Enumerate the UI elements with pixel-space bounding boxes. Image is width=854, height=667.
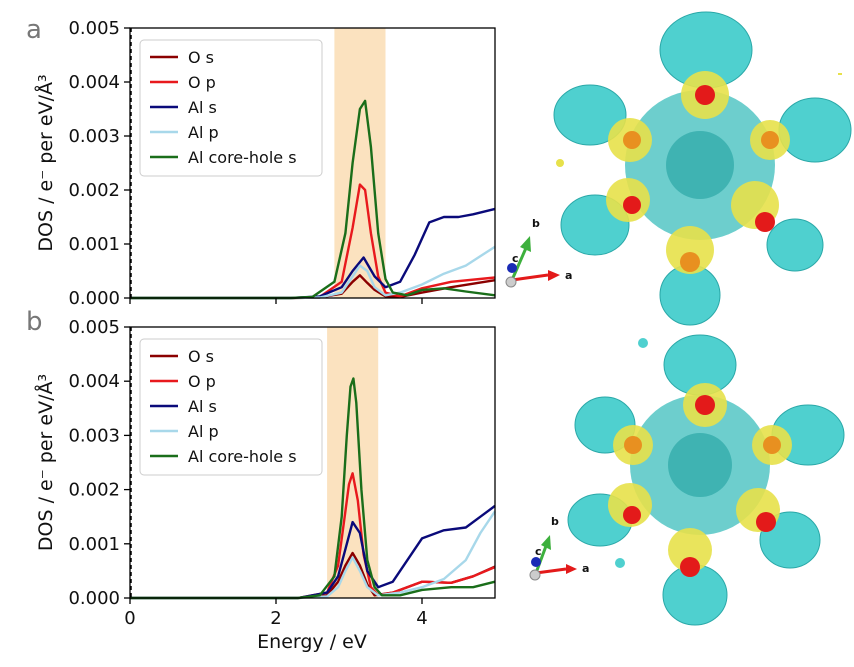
y-tick-label: 0.002 [68,180,120,201]
axis-c-label-a: c [512,252,519,265]
legend-entry: Al p [188,422,219,441]
legend-entry: O s [188,48,214,67]
series-line-al-p [130,245,496,300]
axes-frame [129,326,496,599]
series-line-al-s [130,504,496,600]
series-line-al-p [130,510,496,600]
x-axis-label: Energy / eV [257,631,367,653]
highlight-band [334,28,386,298]
legend-entry: Al s [188,397,217,416]
axis-c-label-b: c [535,545,542,558]
y-tick-label: 0.000 [68,288,120,309]
y-tick-label: 0.001 [68,534,120,555]
orbital-isosurface-a: a b c [505,11,852,326]
axis-a-label-b: a [582,562,589,575]
x-tick-label: 2 [270,608,281,629]
y-tick-label: 0.000 [68,588,120,609]
axes-frame [129,27,496,299]
series-line-o-s [130,551,496,600]
legend-entry: Al core-hole s [188,148,297,167]
y-tick-label: 0.002 [68,480,120,501]
panel-a-label: a [26,15,42,45]
axis-a-label-a: a [565,269,572,282]
dos-plot-a: 0.000 0.001 0.002 0.003 0.004 0.005 DOS / e⁻ p… [34,18,496,309]
legend-entry: O p [188,73,216,92]
y-axis-label: DOS / e⁻ per eV/Å³ [34,74,57,251]
series-line-o-s [130,274,496,300]
legend-entry: Al core-hole s [188,447,297,466]
legend-box [139,338,323,476]
axis-b-label-b: b [551,515,559,528]
y-tick-label: 0.004 [68,72,120,93]
y-tick-label: 0.005 [68,317,120,338]
legend-entry: Al p [188,123,219,142]
y-tick-label: 0.001 [68,234,120,255]
x-tick-label: 4 [416,608,427,629]
legend-entry: O s [188,347,214,366]
dos-plot-b: 0.000 0.001 0.002 0.003 0.004 0.005 0 2 4 DOS / e… [34,317,496,629]
y-axis-label: DOS / e⁻ per eV/Å³ [34,374,57,551]
y-tick-label: 0.003 [68,126,120,147]
series-line-al-core-hole-s [130,377,496,600]
series-line-al-core-hole-s [130,99,496,300]
legend-entry: Al s [188,98,217,117]
y-tick-label: 0.003 [68,425,120,446]
series-line-al-s [130,207,496,300]
series-line-o-p [130,183,496,300]
panel-b-label: b [26,307,43,337]
legend-entry: O p [188,372,216,391]
y-tick-label: 0.004 [68,371,120,392]
orbital-isosurface-b: a b c [529,334,845,626]
y-tick-label: 0.005 [68,18,120,39]
legend-box [139,39,323,177]
x-tick-label: 0 [124,608,135,629]
axis-b-label-a: b [532,217,540,230]
